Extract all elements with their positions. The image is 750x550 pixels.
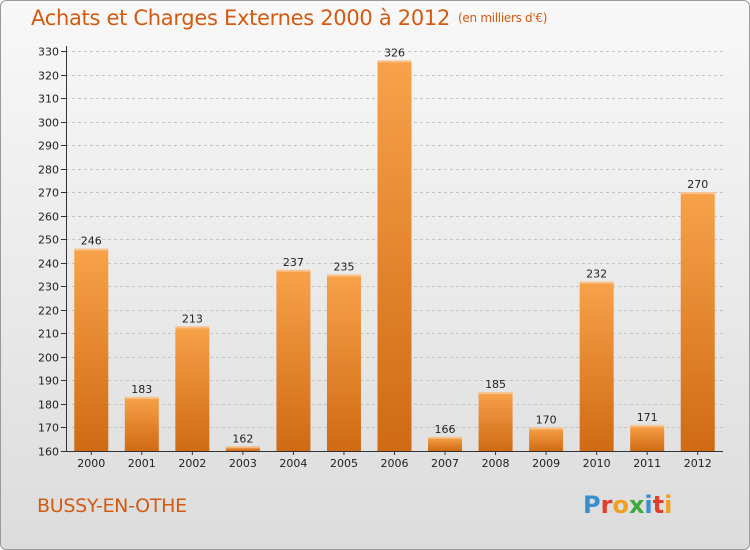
bar-value-label: 170 [536,413,557,426]
chart-subtitle: (en milliers d'€) [458,11,548,25]
y-tick-label: 200 [38,352,59,365]
logo-letter: i [644,491,653,519]
x-tick-label: 2008 [482,457,510,470]
bar-value-label: 246 [81,235,102,248]
proxiti-logo: Proxiti [583,491,672,519]
bar-highlight [225,446,260,449]
bar-value-label: 326 [384,46,405,59]
y-axis: 160 170 180 190 200 210 220 230 240 250 260 270 280 2… [38,46,723,459]
y-tick-label: 300 [38,117,59,130]
y-tick-label: 220 [38,305,59,318]
y-tick-label: 210 [38,328,59,341]
y-tick-label: 250 [38,234,59,247]
bar-value-label: 213 [182,312,203,325]
bar-value-label: 166 [435,423,456,436]
y-tick-label: 320 [38,70,59,83]
chart-title: Achats et Charges Externes 2000 à 2012 (e… [31,6,547,30]
x-axis-labels: 2000 2001 2002 2003 2004 2005 2006 2007 2008 2009… [77,451,712,470]
bars: 246 183 213 162 237 235 326 166 185 170 232 171 270 [74,46,715,452]
bar [225,446,260,451]
x-tick-label: 2009 [532,457,560,470]
bar [579,281,614,451]
x-tick-label: 2003 [229,457,257,470]
logo-letter: x [628,491,645,519]
y-tick-label: 190 [38,375,59,388]
bar [74,248,109,451]
logo-letter: t [652,491,665,519]
y-tick-label: 170 [38,422,59,435]
x-tick-label: 2001 [128,457,156,470]
y-tick-label: 330 [38,46,59,59]
y-tick-label: 270 [38,187,59,200]
x-tick-label: 2005 [330,457,358,470]
bar-value-label: 232 [586,268,607,281]
y-tick-label: 280 [38,164,59,177]
logo-letter: i [664,491,673,519]
bar [529,427,564,451]
bar-value-label: 183 [131,383,152,396]
bar-highlight [74,248,109,251]
bar-highlight [579,281,614,284]
logo-letter: P [583,491,601,519]
bar [175,326,210,451]
bar-highlight [175,326,210,329]
bar-highlight [680,192,715,195]
bar-highlight [428,436,463,439]
city-name: BUSSY-EN-OTHE [37,495,187,517]
bar-value-label: 162 [232,432,253,445]
bar [276,269,311,451]
x-tick-label: 2010 [583,457,611,470]
y-tick-label: 260 [38,211,59,224]
logo-letter: r [600,491,613,519]
bar-value-label: 235 [333,261,354,274]
bar-value-label: 185 [485,378,506,391]
logo-letter: o [612,491,629,519]
bar-value-label: 237 [283,256,304,269]
bar [377,60,412,451]
x-tick-label: 2012 [684,457,712,470]
x-tick-label: 2006 [381,457,409,470]
y-tick-label: 240 [38,258,59,271]
bar [124,396,159,451]
bar-highlight [276,269,311,272]
x-tick-label: 2004 [279,457,307,470]
x-tick-label: 2002 [178,457,206,470]
bar [428,436,463,451]
y-tick-label: 310 [38,93,59,106]
bar-value-label: 270 [687,178,708,191]
x-tick-label: 2007 [431,457,459,470]
bar [326,274,361,451]
x-tick-label: 2000 [77,457,105,470]
bar-highlight [478,392,513,395]
bar [630,425,665,451]
bar-highlight [377,60,412,63]
bar-highlight [124,396,159,399]
bar-highlight [529,427,564,430]
x-tick-label: 2011 [633,457,661,470]
chart-title-text: Achats et Charges Externes 2000 à 2012 [31,6,451,30]
bar-highlight [630,425,665,428]
bar [478,392,513,451]
bar [680,192,715,452]
y-tick-label: 160 [38,446,59,459]
bar-highlight [326,274,361,277]
y-tick-label: 180 [38,399,59,412]
y-tick-label: 290 [38,140,59,153]
bar-value-label: 171 [637,411,658,424]
y-tick-label: 230 [38,281,59,294]
